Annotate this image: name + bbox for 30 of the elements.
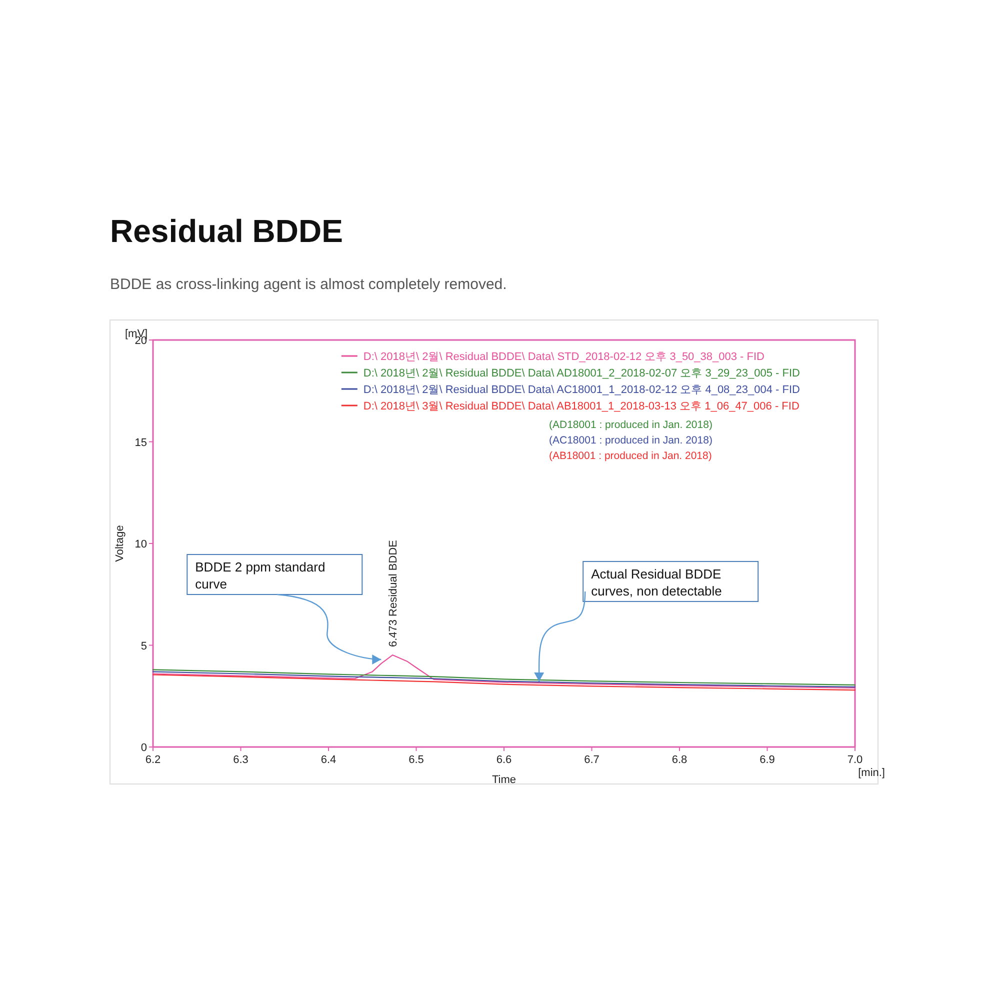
x-tick-label: 6.5 bbox=[408, 754, 424, 766]
y-tick-label: 5 bbox=[140, 640, 147, 652]
line-series bbox=[152, 674, 856, 691]
annotation: 6.473 Residual BDDE bbox=[388, 540, 400, 648]
x-tick-label: 6.3 bbox=[233, 754, 248, 766]
x-tick-label: 6.7 bbox=[584, 754, 600, 766]
annotation: (AC18001 : produced in Jan. 2018) bbox=[549, 434, 712, 446]
legend-label: D:\ 2018년\ 2월\ Residual BDDE\ Data\ STD_2018-02-12 오후 3_50_38_003 - FID bbox=[363, 351, 765, 363]
annotation: BDDE 2 ppm standard curve bbox=[195, 559, 326, 592]
legend-label: D:\ 2018년\ 2월\ Residual BDDE\ Data\ AD18001_2_2018-02-07 오후 3_29_23_005 - FID bbox=[363, 368, 800, 380]
legend-label: D:\ 2018년\ 2월\ Residual BDDE\ Data\ AC18001_1_2018-02-12 오후 4_08_23_004 - FID bbox=[363, 384, 800, 396]
x-axis-title: Time bbox=[492, 774, 516, 786]
x-tick-label: 7.0 bbox=[847, 754, 863, 766]
chart-subtitle: BDDE as cross-linking agent is almost completely removed. bbox=[110, 276, 507, 293]
annotation: (AB18001 : produced in Jan. 2018) bbox=[549, 450, 712, 462]
annotation: Actual Residual BDDE curves, non detectable bbox=[591, 566, 722, 598]
chart-title: Residual BDDE bbox=[110, 213, 343, 249]
y-tick-label: 15 bbox=[134, 436, 147, 449]
annotation: (AD18001 : produced in Jan. 2018) bbox=[549, 419, 712, 431]
y-tick-label: 10 bbox=[134, 538, 147, 550]
x-tick-label: 6.8 bbox=[672, 754, 688, 766]
x-tick-label: 6.6 bbox=[496, 754, 512, 766]
x-tick-label: 6.4 bbox=[320, 754, 336, 766]
line-series bbox=[152, 654, 856, 689]
legend-label: D:\ 2018년\ 3월\ Residual BDDE\ Data\ AB18001_1_2018-03-13 오후 1_06_47_006 - FID bbox=[363, 400, 800, 412]
x-tick-label: 6.9 bbox=[760, 754, 775, 766]
y-tick-label: 0 bbox=[140, 742, 147, 754]
text: [min.] bbox=[858, 767, 885, 779]
x-tick-label: 6.2 bbox=[145, 754, 161, 766]
y-axis-title: Voltage bbox=[114, 525, 126, 562]
